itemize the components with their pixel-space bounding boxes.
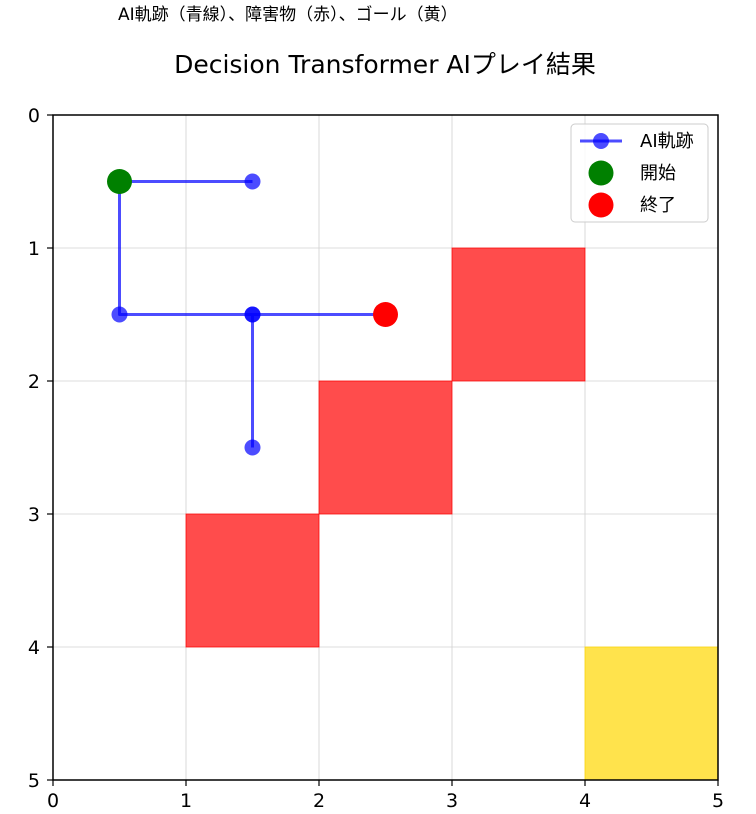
markers [107,169,398,327]
legend-marker-trajectory [593,133,609,149]
y-tick-label: 1 [28,238,40,260]
x-tick-label: 0 [47,790,59,812]
obstacle-cell [185,513,320,648]
start-marker [107,169,132,194]
obstacle-cell [318,380,453,515]
legend-marker-start [588,160,614,186]
x-tick-label: 2 [313,790,325,812]
x-tick-label: 4 [579,790,591,812]
trajectory-point [244,173,261,190]
x-tick-label: 3 [446,790,458,812]
header-note: AI軌跡（青線）、障害物（赤）、ゴール（黄） [118,4,458,25]
legend-label-start: 開始 [640,163,676,184]
trajectory-point [244,306,261,323]
plot-border [52,114,719,781]
plot-frame [52,114,719,781]
y-tick-label: 2 [28,371,40,393]
obstacle-cell [451,247,586,382]
y-tick-label: 0 [28,105,40,127]
trajectory-point [244,439,261,456]
y-tick-label: 4 [28,637,40,659]
x-tick-label: 1 [180,790,192,812]
y-tick-label: 5 [28,770,40,792]
end-marker [373,302,398,327]
cells [185,247,719,781]
x-tick-label: 5 [712,790,724,812]
trajectory-point [111,306,128,323]
legend-marker-end [588,192,614,218]
chart-title: Decision Transformer AIプレイ結果 [174,50,596,79]
legend-label-trajectory: AI軌跡 [640,131,694,152]
legend-label-end: 終了 [640,195,676,216]
y-tick-label: 3 [28,504,40,526]
goal-cell [584,646,719,781]
